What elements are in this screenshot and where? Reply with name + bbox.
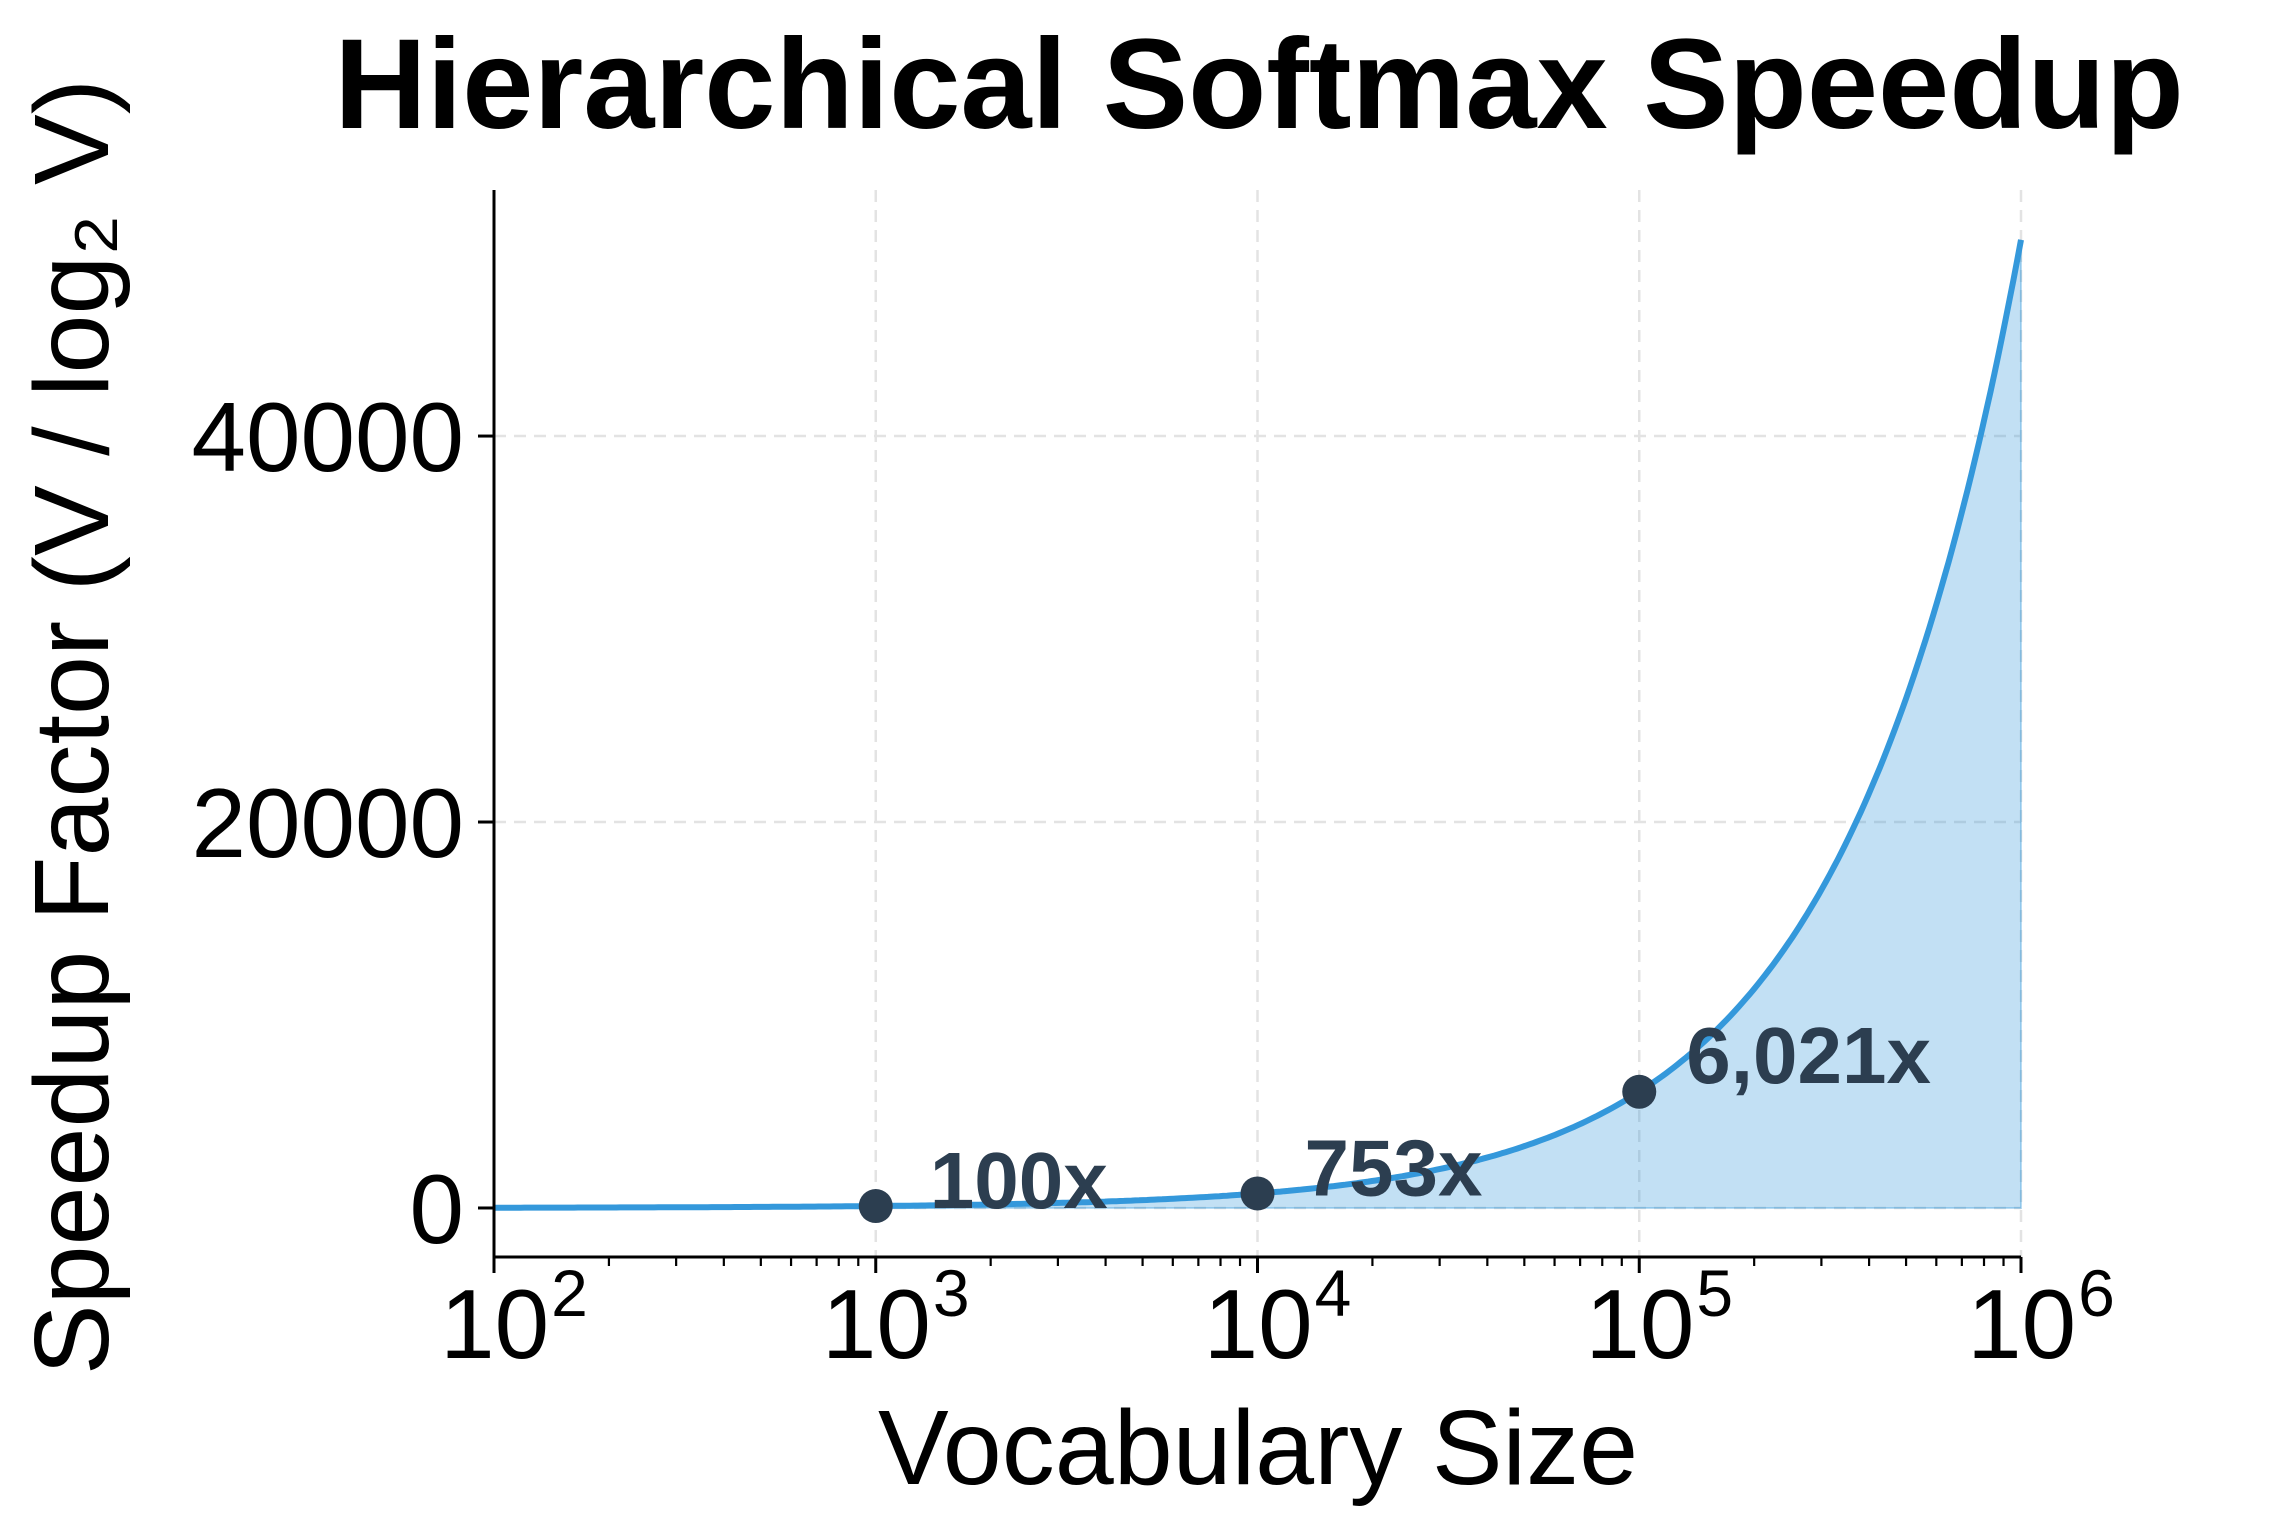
- x-tick-label: 106: [1967, 1256, 2115, 1379]
- x-axis-ticks: 102 103 104 105 106: [440, 1256, 2115, 1379]
- x-tick-label: 103: [822, 1256, 970, 1379]
- y-axis-ticks: 0 20000 40000: [191, 382, 494, 1264]
- y-axis-label: Speedup Factor (V / log₂ V): [13, 79, 131, 1375]
- annotation-label: 100x: [930, 1136, 1108, 1225]
- data-point-marker: [1240, 1176, 1275, 1211]
- chart-title: Hierarchical Softmax Speedup: [334, 13, 2184, 156]
- data-point-marker: [858, 1189, 893, 1224]
- y-tick-label: 40000: [191, 382, 464, 492]
- y-tick-label: 0: [409, 1154, 464, 1264]
- x-tick-label: 105: [1585, 1256, 1733, 1379]
- annotation-label: 753x: [1305, 1123, 1483, 1212]
- y-tick-label: 20000: [191, 768, 464, 878]
- annotation-markers: 100x 753x 6,021x: [858, 1011, 1931, 1225]
- data-point-marker: [1622, 1074, 1657, 1109]
- x-axis-label: Vocabulary Size: [878, 1389, 1638, 1507]
- x-tick-label: 102: [440, 1256, 588, 1379]
- annotation-label: 6,021x: [1686, 1011, 1931, 1100]
- x-tick-label: 104: [1204, 1256, 1352, 1379]
